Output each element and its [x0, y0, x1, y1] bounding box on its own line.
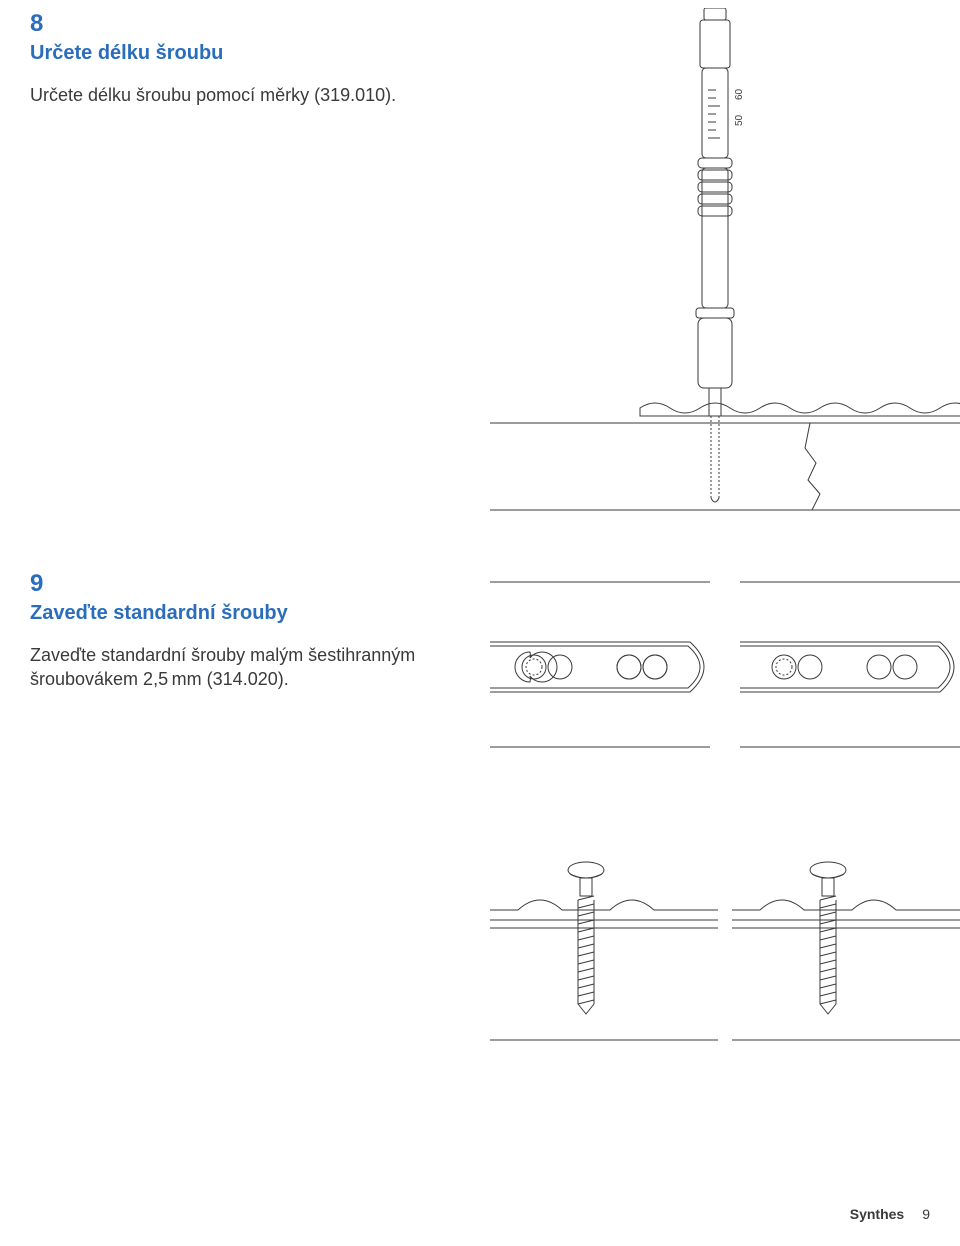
step8-body: Určete délku šroubu pomocí měrky (319.01… [30, 83, 470, 107]
fig-plate-side [490, 800, 960, 1060]
footer-brand: Synthes [850, 1206, 904, 1222]
step8-number: 8 [30, 12, 470, 36]
step8-title: Určete délku šroubu [30, 42, 470, 65]
gauge-tick-50: 50 [734, 115, 745, 126]
step9-body: Zaveďte standardní šrouby malým šestihra… [30, 643, 470, 692]
step9-number: 9 [30, 572, 470, 596]
gauge-tick-60: 60 [734, 89, 745, 100]
fig-depth-gauge: 50 60 [490, 8, 960, 518]
fig-plate-top [490, 572, 960, 762]
footer-page: 9 [912, 1206, 930, 1222]
page-footer: Synthes 9 [850, 1206, 930, 1222]
step9-title: Zaveďte standardní šrouby [30, 602, 470, 625]
